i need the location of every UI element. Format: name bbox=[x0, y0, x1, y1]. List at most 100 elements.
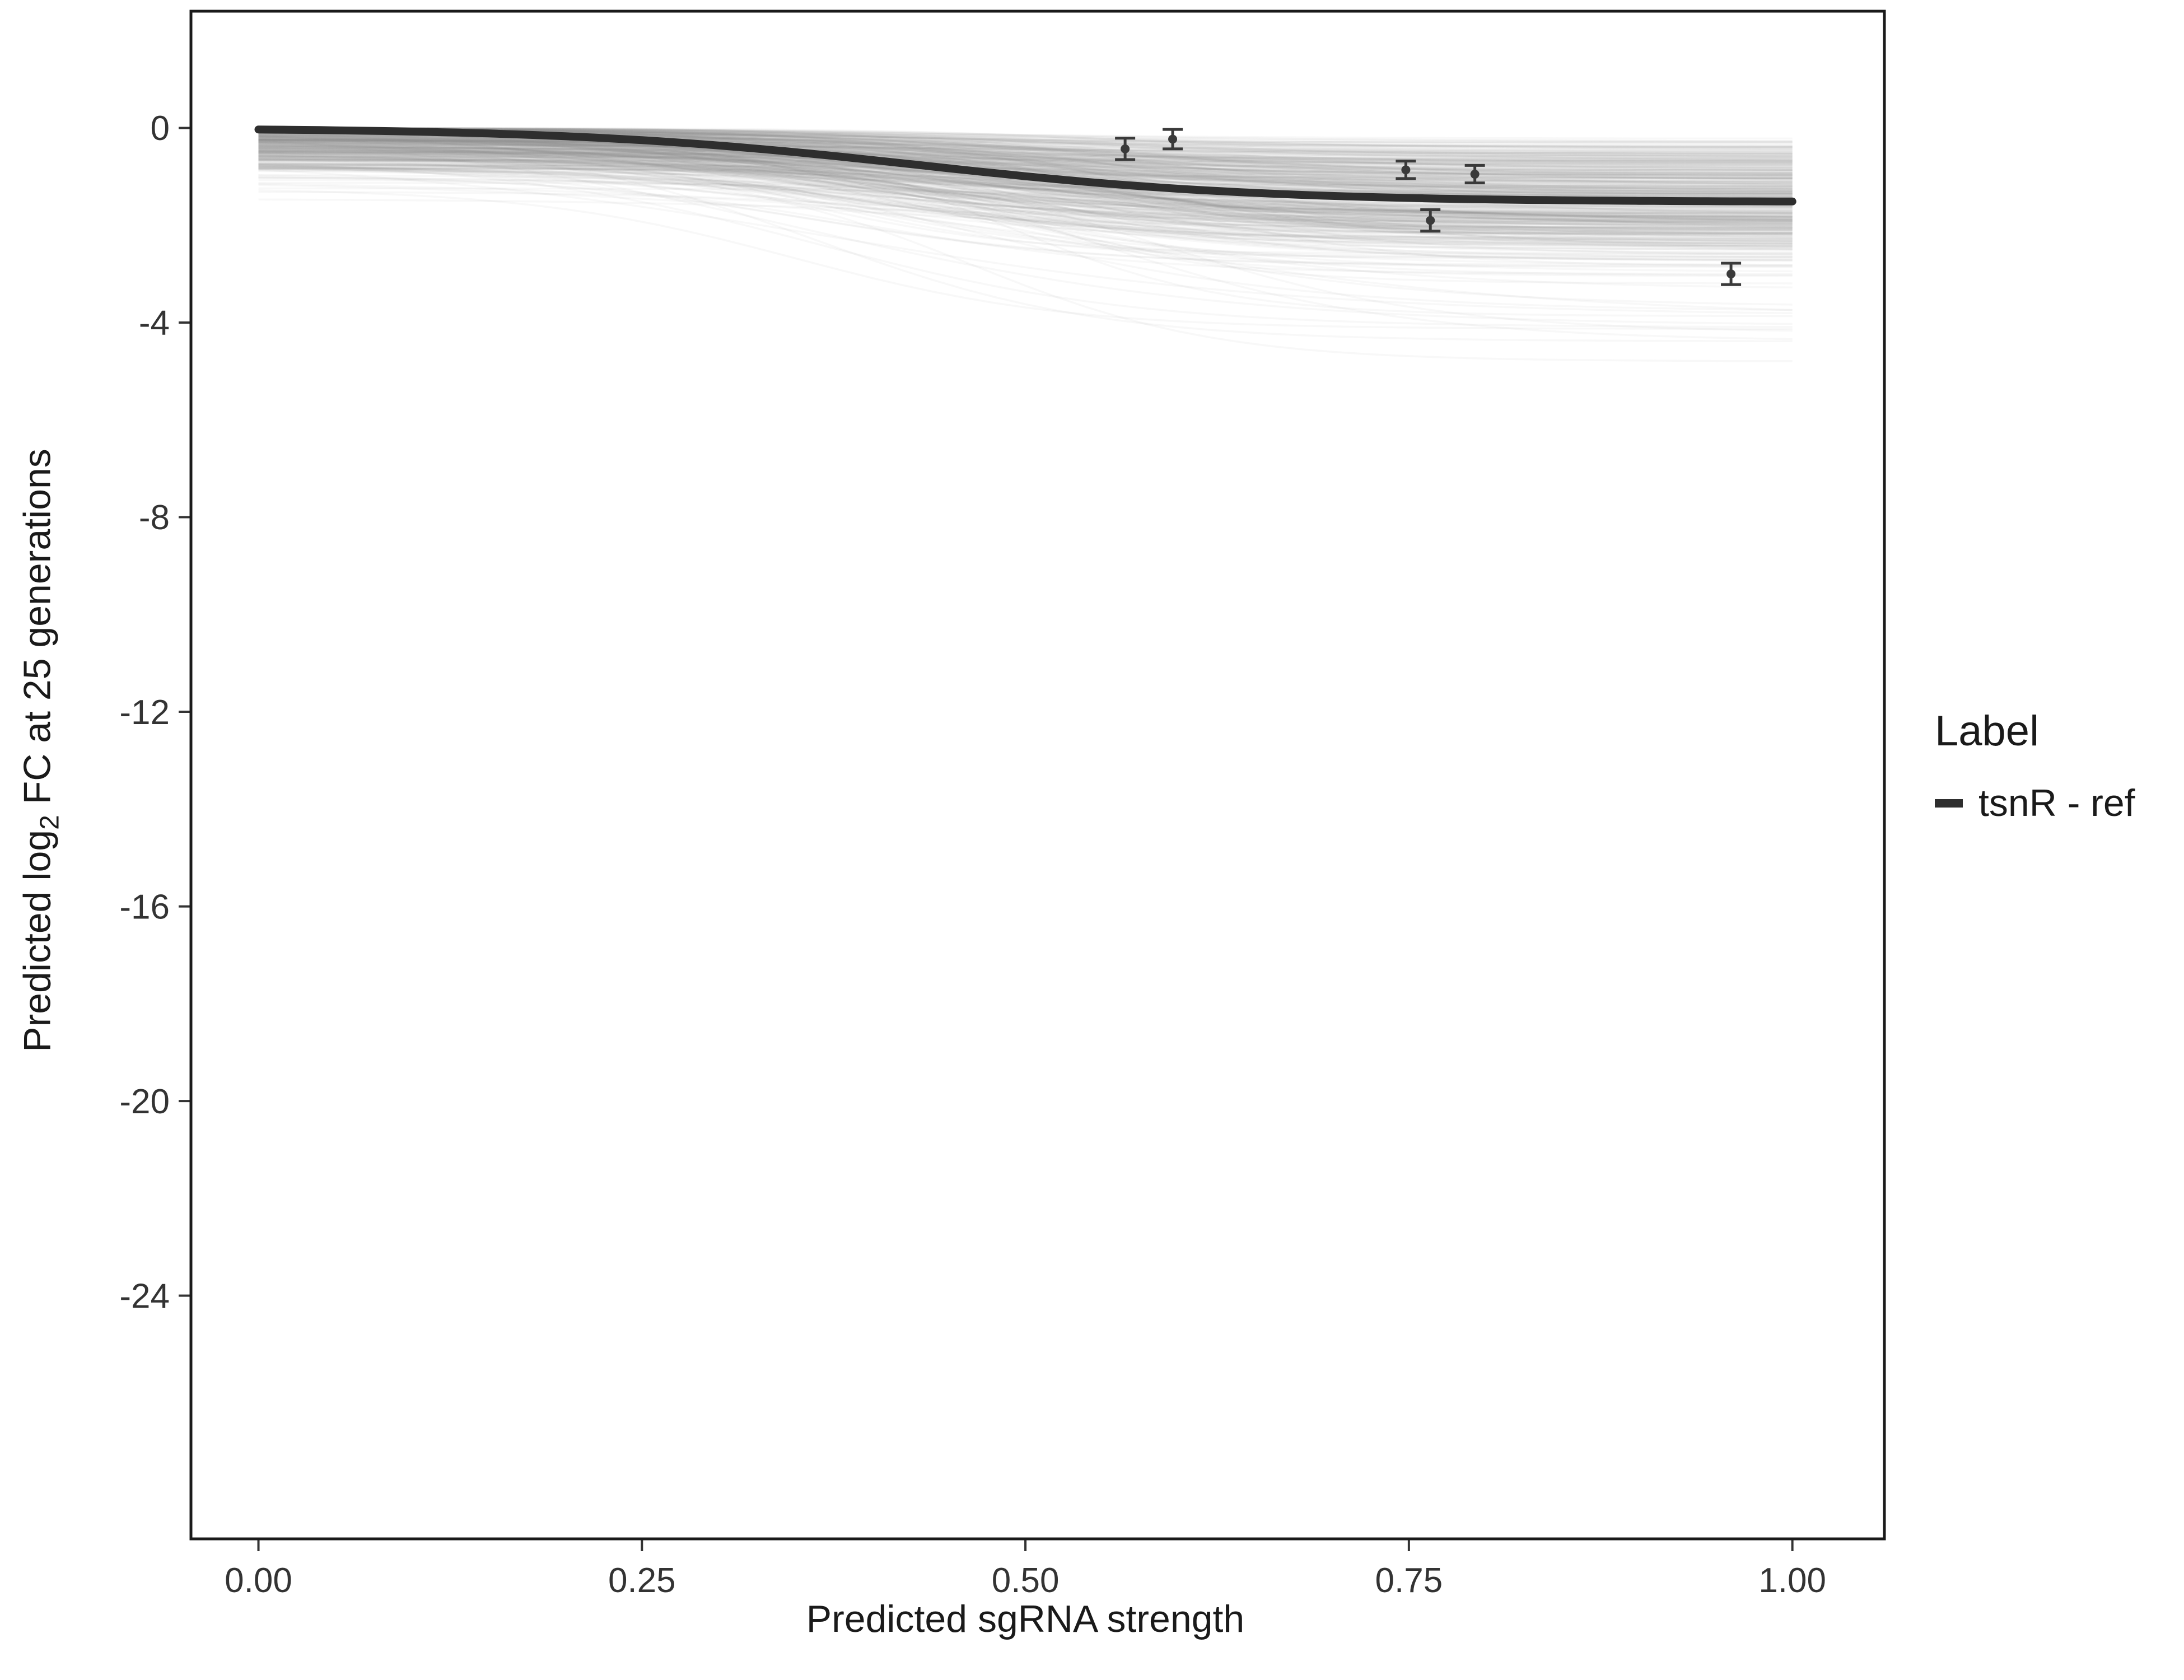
posterior-draw bbox=[258, 134, 1793, 219]
posterior-draw bbox=[258, 155, 1793, 172]
posterior-draw bbox=[258, 134, 1793, 165]
posterior-draw bbox=[258, 151, 1793, 227]
posterior-draw bbox=[258, 140, 1793, 164]
posterior-draw bbox=[258, 142, 1793, 213]
posterior-draw bbox=[258, 128, 1793, 176]
posterior-draw bbox=[258, 141, 1793, 199]
x-tick-label: 0.00 bbox=[225, 1561, 292, 1600]
posterior-draw bbox=[258, 165, 1793, 268]
posterior-draw bbox=[258, 155, 1793, 262]
posterior-draw bbox=[258, 174, 1793, 225]
posterior-draw bbox=[258, 157, 1793, 248]
posterior-draw bbox=[258, 147, 1793, 215]
posterior-draw bbox=[258, 155, 1793, 258]
posterior-draw bbox=[258, 156, 1793, 180]
posterior-draw bbox=[258, 164, 1793, 256]
posterior-draw bbox=[258, 169, 1793, 229]
posterior-draw bbox=[258, 136, 1793, 208]
posterior-draw bbox=[258, 137, 1793, 229]
posterior-draw bbox=[258, 145, 1793, 193]
posterior-draw bbox=[258, 139, 1793, 183]
y-tick-label: -4 bbox=[139, 304, 170, 343]
posterior-draw bbox=[258, 150, 1793, 168]
posterior-draw bbox=[258, 135, 1793, 227]
posterior-draw bbox=[258, 138, 1793, 220]
posterior-draw bbox=[258, 158, 1793, 233]
posterior-draw bbox=[258, 161, 1793, 215]
posterior-draw bbox=[258, 150, 1793, 240]
posterior-draw bbox=[258, 157, 1793, 234]
posterior-draw bbox=[258, 159, 1793, 246]
posterior-draw bbox=[258, 136, 1793, 157]
posterior-draw bbox=[258, 153, 1793, 175]
posterior-draw bbox=[258, 153, 1793, 178]
data-points bbox=[1115, 128, 1742, 286]
posterior-draw bbox=[258, 150, 1793, 232]
posterior-draw bbox=[258, 138, 1793, 242]
posterior-draw bbox=[258, 147, 1793, 218]
posterior-draw bbox=[258, 156, 1793, 258]
posterior-draw bbox=[258, 146, 1793, 167]
posterior-draw bbox=[258, 139, 1793, 237]
data-point bbox=[1401, 165, 1411, 175]
posterior-draw bbox=[258, 152, 1793, 255]
posterior-draw bbox=[258, 165, 1793, 273]
posterior-draw bbox=[258, 127, 1793, 166]
posterior-draw bbox=[258, 127, 1793, 232]
posterior-draw bbox=[258, 151, 1793, 260]
posterior-draw bbox=[258, 156, 1793, 221]
posterior-draw bbox=[258, 134, 1793, 236]
posterior-draw bbox=[258, 158, 1793, 174]
posterior-draw bbox=[258, 141, 1793, 212]
posterior-draw bbox=[258, 128, 1793, 161]
posterior-draw bbox=[258, 152, 1793, 221]
posterior-draw bbox=[258, 127, 1793, 190]
posterior-draw bbox=[258, 164, 1793, 179]
posterior-draw bbox=[258, 148, 1793, 206]
legend-title: Label bbox=[1935, 707, 2039, 755]
posterior-draw bbox=[258, 136, 1793, 230]
posterior-draw bbox=[258, 138, 1793, 159]
posterior-draw bbox=[258, 127, 1793, 151]
posterior-draw bbox=[258, 127, 1793, 171]
posterior-draw bbox=[258, 136, 1793, 243]
posterior-draw bbox=[258, 139, 1793, 174]
posterior-draw bbox=[258, 183, 1793, 223]
posterior-draw bbox=[258, 140, 1793, 245]
posterior-draw bbox=[258, 127, 1793, 208]
posterior-draw bbox=[258, 127, 1793, 227]
posterior-draw bbox=[258, 143, 1793, 214]
posterior-draw bbox=[258, 164, 1793, 235]
posterior-draw bbox=[258, 158, 1793, 268]
posterior-draw bbox=[258, 150, 1793, 166]
posterior-draw bbox=[258, 139, 1793, 238]
posterior-draw bbox=[258, 127, 1793, 195]
posterior-draw bbox=[258, 134, 1793, 195]
data-point bbox=[1470, 170, 1480, 179]
posterior-draw bbox=[258, 138, 1793, 152]
posterior-draw bbox=[258, 138, 1793, 203]
posterior-draw bbox=[258, 139, 1793, 228]
posterior-draw bbox=[258, 152, 1793, 187]
posterior-draw bbox=[258, 161, 1793, 223]
posterior-draw bbox=[258, 131, 1793, 234]
y-tick-label: -20 bbox=[119, 1082, 170, 1121]
posterior-draw bbox=[258, 142, 1793, 239]
posterior-draw bbox=[258, 159, 1793, 216]
posterior-draw bbox=[258, 127, 1793, 153]
posterior-draw bbox=[258, 159, 1793, 183]
posterior-draw bbox=[258, 138, 1793, 242]
posterior-draw bbox=[258, 131, 1793, 212]
posterior-draw bbox=[258, 137, 1793, 207]
posterior-draw bbox=[258, 152, 1793, 259]
posterior-draw bbox=[258, 157, 1793, 230]
posterior-draw bbox=[258, 150, 1793, 211]
posterior-draw bbox=[258, 138, 1793, 161]
posterior-draw bbox=[258, 158, 1793, 221]
posterior-draw bbox=[258, 181, 1793, 229]
posterior-draw bbox=[258, 143, 1793, 177]
posterior-draw bbox=[258, 157, 1793, 194]
y-tick-label: -8 bbox=[139, 498, 170, 537]
x-tick-label: 0.50 bbox=[992, 1561, 1060, 1600]
